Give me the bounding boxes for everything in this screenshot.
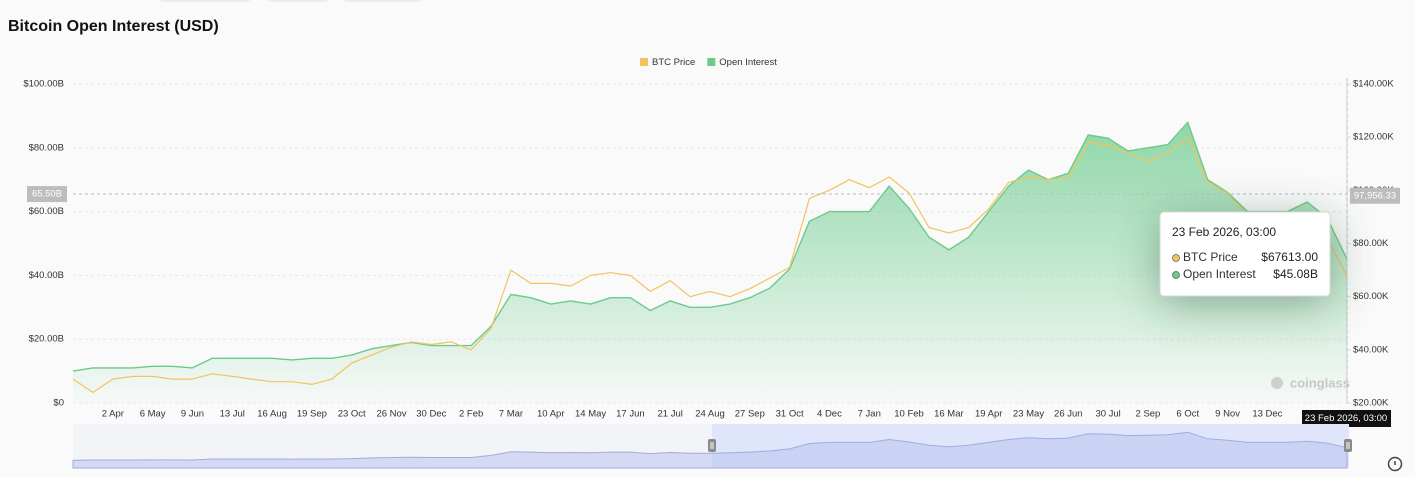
x-tick-label: 30 Jul: [1095, 409, 1120, 420]
x-tick-label: 26 Nov: [376, 409, 406, 420]
tooltip-dot: [1172, 254, 1180, 262]
x-tick-label: 4 Dec: [817, 409, 842, 420]
legend-swatch: [707, 58, 716, 66]
x-tick-label: 23 Oct: [338, 409, 366, 420]
tooltip-dot: [1172, 271, 1180, 279]
x-tick-label: 10 Feb: [894, 409, 924, 420]
tab[interactable]: [268, 0, 328, 2]
x-tick-label: 2 Feb: [459, 409, 483, 420]
x-tick-label: 30 Dec: [416, 409, 446, 420]
x-tick-label: 27 Sep: [735, 409, 765, 420]
navigator-handle[interactable]: [1344, 439, 1352, 452]
tooltip-value: $67613.00: [1261, 250, 1318, 264]
y-tick-label: $0: [53, 398, 64, 409]
crosshair-y2-badge: [1350, 187, 1400, 204]
x-tick-label: 13 Dec: [1252, 409, 1282, 420]
x-tick-label: 2 Apr: [102, 409, 124, 420]
tab[interactable]: [160, 0, 250, 2]
x-tick-label: 16 Aug: [257, 409, 287, 420]
x-tick-label: 9 Nov: [1215, 409, 1240, 420]
x-tick-label: 21 Jul: [658, 409, 683, 420]
tab[interactable]: [344, 0, 422, 2]
legend-label: BTC Price: [652, 57, 695, 68]
tooltip-title: 23 Feb 2026, 03:00: [1172, 225, 1276, 239]
crosshair-y-label: 65.50B: [32, 189, 62, 200]
y-tick-label: $20.00B: [29, 334, 64, 345]
x-tick-label: 17 Jun: [616, 409, 645, 420]
y2-tick-label: $120.00K: [1353, 132, 1394, 143]
y2-tick-label: $80.00K: [1353, 238, 1389, 249]
legend-swatch: [640, 58, 648, 66]
chart-title: Bitcoin Open Interest (USD): [8, 18, 219, 35]
x-tick-label: 19 Sep: [297, 409, 327, 420]
y-tick-label: $80.00B: [29, 142, 64, 153]
x-tick-label: 23 May: [1013, 409, 1044, 420]
x-tick-label: 19 Apr: [975, 409, 1002, 420]
watermark-logo: [1271, 377, 1283, 389]
y2-tick-label: $140.00K: [1353, 79, 1394, 90]
x-tick-label: 10 Apr: [537, 409, 564, 420]
line: [72, 121, 1348, 372]
x-tick-label: 16 Mar: [934, 409, 964, 420]
legend-label: Open Interest: [719, 57, 777, 68]
x-tick-label: 13 Jul: [220, 409, 245, 420]
x-tick-label: 26 Jun: [1054, 409, 1083, 420]
crosshair-x-label: 23 Feb 2026, 03:00: [1305, 413, 1387, 424]
tooltip-name: Open Interest: [1183, 267, 1256, 281]
tooltip-value: $45.08B: [1273, 267, 1318, 281]
x-tick-label: 2 Sep: [1136, 409, 1161, 420]
y2-tick-label: $20.00K: [1353, 398, 1389, 409]
x-tick-label: 7 Mar: [499, 409, 523, 420]
x-tick-label: 6 Oct: [1176, 409, 1199, 420]
crosshair-y2-label: 97,956.33: [1354, 190, 1396, 201]
area: [73, 122, 1347, 404]
line: [72, 136, 1348, 393]
y2-tick-label: $60.00K: [1353, 291, 1389, 302]
y-tick-label: $60.00B: [29, 206, 64, 217]
tooltip-name: BTC Price: [1183, 250, 1238, 264]
navigator-area: [72, 431, 1348, 469]
y-tick-label: $100.00B: [23, 79, 64, 90]
y-tick-label: $40.00B: [29, 270, 64, 281]
x-tick-label: 24 Aug: [695, 409, 725, 420]
settings-icon[interactable]: [1387, 456, 1403, 472]
x-tick-label: 31 Oct: [776, 409, 804, 420]
watermark: coinglass: [1290, 375, 1350, 390]
tooltip: 23 Feb 2026, 03:00 BTC Price $67613.00 Open…: [1159, 211, 1331, 297]
y2-tick-label: $40.00K: [1353, 344, 1389, 355]
x-tick-label: 9 Jun: [181, 409, 204, 420]
x-tick-label: 6 May: [140, 409, 166, 420]
navigator-handle[interactable]: [708, 439, 716, 452]
crosshair-y-badge: [27, 186, 67, 203]
x-tick-label: 7 Jan: [858, 409, 881, 420]
x-tick-label: 14 May: [575, 409, 606, 420]
crosshair-x-badge: [1302, 410, 1391, 427]
tooltip-box: [1159, 211, 1331, 297]
